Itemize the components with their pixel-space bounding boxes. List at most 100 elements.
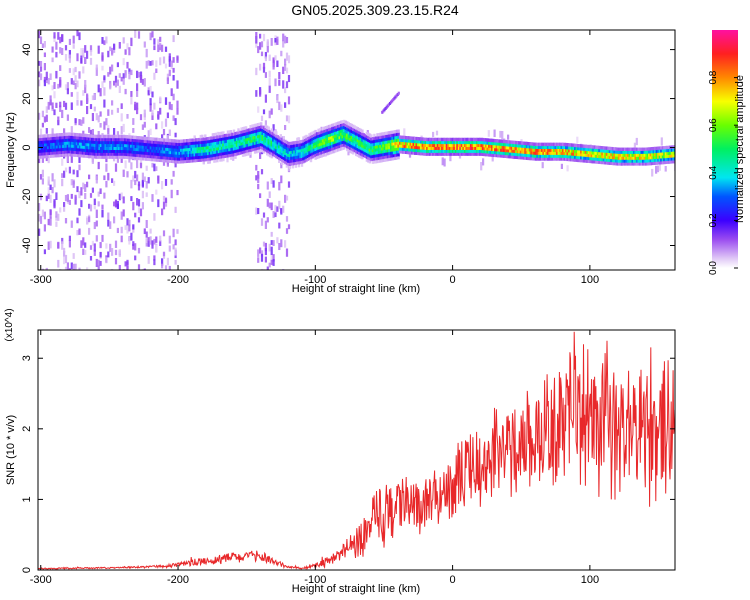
spectrogram-cell	[268, 70, 271, 78]
spectrogram-cell	[285, 158, 289, 162]
spectrogram-cell	[291, 144, 295, 148]
spectrogram-xtick-label: -100	[304, 274, 326, 286]
spectrogram-cell	[377, 135, 381, 140]
spectrogram-cell	[658, 158, 662, 162]
spectrogram-cell	[116, 146, 119, 150]
spectrogram-cell	[287, 96, 291, 105]
spectrogram-cell	[408, 142, 411, 146]
spectrogram-cell	[263, 129, 266, 133]
spectrogram-cell	[302, 148, 305, 152]
spectrogram-cell	[670, 154, 674, 158]
spectrogram-cell	[181, 139, 184, 143]
spectrogram-cell	[62, 132, 65, 137]
spectrogram-cell	[76, 170, 79, 178]
spectrogram-cell	[53, 145, 56, 149]
spectrogram-cell	[234, 149, 237, 153]
spectrogram-cell	[74, 135, 77, 140]
spectrogram-cell	[386, 134, 390, 138]
spectrogram-cell	[75, 136, 79, 140]
spectrogram-cell	[353, 125, 356, 129]
spectrogram-cell	[54, 142, 57, 146]
spectrogram-cell	[60, 150, 64, 154]
spectrogram-cell	[260, 122, 263, 126]
spectrogram-cell	[343, 122, 346, 127]
spectrogram-cell	[68, 152, 71, 157]
spectrogram-cell	[346, 127, 349, 131]
spectrogram-cell	[465, 152, 468, 156]
spectrogram-cell	[172, 115, 175, 121]
spectrogram-cell	[284, 102, 287, 108]
spectrogram-cell	[113, 155, 116, 159]
spectrogram-cell	[395, 153, 399, 157]
spectrogram-cell	[380, 135, 384, 139]
spectrogram-cell	[648, 159, 651, 163]
spectrogram-cell	[509, 140, 512, 144]
spectrogram-cell	[460, 149, 464, 153]
spectrogram-cell	[71, 144, 74, 148]
spectrogram-cell	[66, 144, 70, 148]
spectrogram-cell	[586, 147, 589, 152]
spectrogram-cell	[648, 150, 651, 154]
spectrogram-cell	[569, 152, 572, 156]
spectrogram-cell	[334, 140, 337, 144]
spectrogram-cell	[337, 124, 340, 128]
spectrogram-cell	[267, 150, 270, 154]
spectrogram-cell	[92, 134, 95, 138]
spectrogram-cell	[513, 155, 517, 159]
spectrogram-cell	[261, 140, 264, 144]
spectrogram-cell	[90, 152, 94, 156]
spectrogram-cell	[549, 145, 553, 149]
spectrogram-cell	[344, 120, 347, 124]
spectrogram-cell	[575, 146, 578, 151]
spectrogram-cell	[346, 130, 349, 134]
spectrogram-cell	[395, 135, 399, 139]
spectrogram-cell	[195, 150, 198, 154]
spectrogram-cell	[136, 83, 139, 91]
spectrogram-cell	[259, 151, 262, 159]
spectrogram-cell	[353, 131, 356, 135]
snr-xlabel: Height of straight line (km)	[292, 583, 420, 595]
spectrogram-cell	[667, 145, 671, 150]
spectrogram-cell	[456, 140, 459, 145]
spectrogram-cell	[62, 141, 65, 146]
spectrogram-cell	[243, 132, 246, 136]
spectrogram-cell	[392, 147, 396, 152]
spectrogram-cell	[158, 143, 162, 148]
spectrogram-cell	[331, 150, 334, 154]
spectrogram-cell	[417, 142, 420, 147]
spectrogram-cell	[89, 256, 93, 261]
spectrogram-cell	[284, 154, 287, 158]
spectrogram-cell	[145, 151, 148, 155]
spectrogram-cell	[566, 157, 569, 162]
spectrogram-cell	[269, 130, 272, 134]
spectrogram-cell	[379, 132, 382, 137]
spectrogram-cell	[611, 150, 615, 154]
spectrogram-cell	[120, 158, 123, 163]
spectrogram-cell	[347, 142, 350, 147]
spectrogram-cell	[54, 154, 57, 158]
spectrogram-cell	[584, 144, 588, 148]
spectrogram-cell	[184, 159, 187, 164]
spectrogram-cell	[596, 148, 600, 153]
spectrogram-cell	[279, 140, 282, 144]
spectrogram-cell	[475, 137, 479, 142]
spectrogram-cell	[421, 152, 424, 156]
spectrogram-cell	[583, 150, 586, 154]
colorbar-tick-label: 0.0	[708, 261, 719, 275]
spectrogram-cell	[51, 187, 54, 194]
spectrogram-cell	[468, 152, 471, 156]
spectrogram-cell	[524, 141, 527, 146]
spectrogram-cell	[49, 209, 52, 215]
spectrogram-cell	[49, 184, 52, 191]
spectrogram-cell	[466, 146, 470, 150]
spectrogram-cell	[391, 157, 394, 161]
spectrogram-cell	[429, 146, 432, 150]
spectrogram-cell	[217, 135, 221, 139]
spectrogram-cell	[349, 123, 352, 127]
spectrogram-cell	[155, 155, 159, 159]
spectrogram-cell	[234, 134, 237, 139]
spectrogram-cell	[96, 143, 100, 147]
spectrogram-cell	[503, 142, 506, 147]
spectrogram-cell	[240, 139, 243, 143]
spectrogram-cell	[83, 133, 86, 138]
